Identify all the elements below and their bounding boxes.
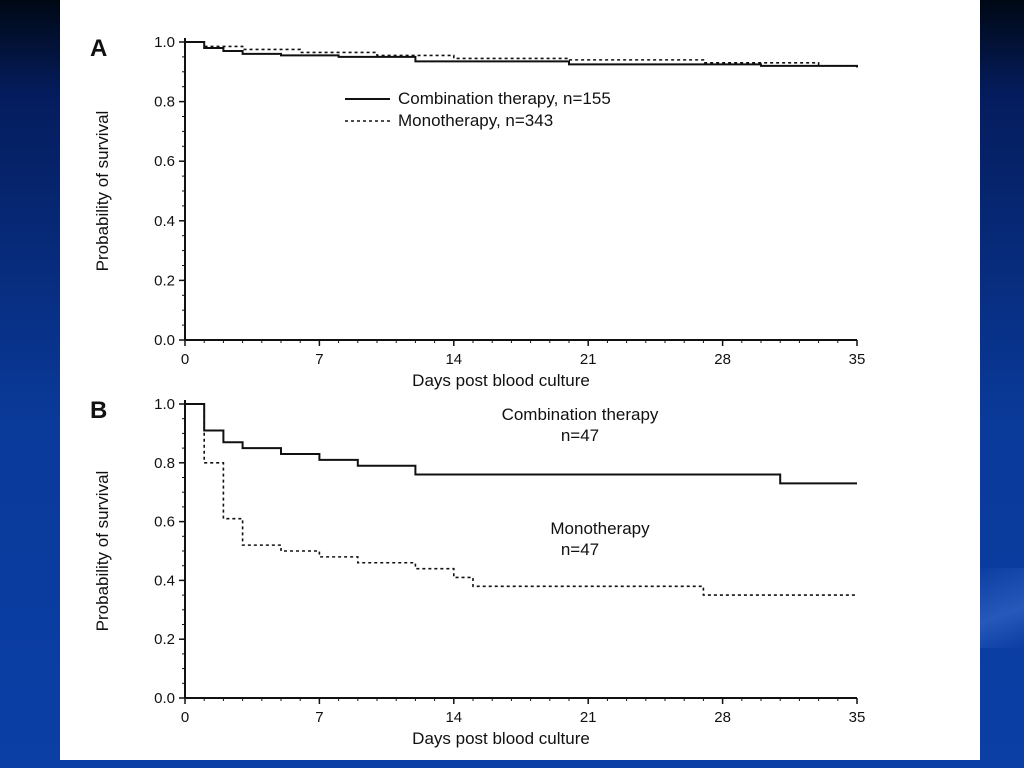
panel-b-y-tick-label: 0.4 [154, 572, 175, 589]
panel-b-series-combination-line [185, 403, 857, 485]
panel-a-x-tick-label: 28 [714, 351, 731, 368]
panel-a-x-tick-label: 35 [849, 351, 866, 368]
panel-b-x-tick-label: 21 [580, 709, 597, 726]
panel-b-annotation-monotherapy: n=47 [561, 540, 599, 559]
panel-b-annotation-combination: Combination therapy [502, 405, 659, 424]
panel-b-y-tick-label: 0.6 [154, 514, 175, 531]
panel-a-x-tick-label: 7 [315, 351, 323, 368]
panel-a-y-tick-label: 0.2 [154, 272, 175, 289]
panel-a-y-tick-label: 0.8 [154, 94, 175, 111]
panel-b-x-axis-title: Days post blood culture [412, 729, 590, 748]
panel-b-y-tick-label: 1.0 [154, 396, 175, 413]
panel-a-y-tick-label: 0.0 [154, 332, 175, 349]
panel-b-x-tick-label: 28 [714, 709, 731, 726]
panel-a-y-tick-label: 1.0 [154, 34, 175, 51]
panel-b-x-tick-label: 35 [849, 709, 866, 726]
panel-b-y-tick-label: 0.0 [154, 690, 175, 707]
panel-a-x-axis-title: Days post blood culture [412, 371, 590, 390]
panel-a-y-tick-label: 0.6 [154, 153, 175, 170]
panel-b-x-tick-label: 7 [315, 709, 323, 726]
panel-a-legend-label: Monotherapy, n=343 [398, 111, 553, 130]
panel-a-legend-label: Combination therapy, n=155 [398, 89, 611, 108]
panel-a-y-tick-label: 0.4 [154, 213, 175, 230]
panel-b-y-tick-label: 0.2 [154, 631, 175, 648]
survival-figure: A 0.0 0.2 0.4 0.6 0.8 1.0 0 7 14 21 28 35 Days post b… [60, 0, 980, 760]
panel-a-x-tick-label: 14 [445, 351, 462, 368]
panel-b-series-monotherapy-line [185, 403, 857, 596]
panel-a-x-tick-label: 21 [580, 351, 597, 368]
panel-b-label: B [90, 397, 107, 424]
panel-b-annotation-combination: n=47 [561, 426, 599, 445]
panel-a-label: A [90, 35, 107, 62]
panel-b-y-axis-title: Probability of survival [93, 471, 112, 632]
panel-b-x-tick-label: 14 [445, 709, 462, 726]
panel-b-y-tick-label: 0.8 [154, 455, 175, 472]
panel-b-annotation-monotherapy: Monotherapy [550, 519, 650, 538]
panel-a-x-tick-label: 0 [181, 351, 189, 368]
panel-a-series-combination-line [185, 41, 858, 68]
panel-a-y-axis-title: Probability of survival [93, 111, 112, 272]
panel-a-series-monotherapy-line [185, 41, 858, 68]
panel-b-x-tick-label: 0 [181, 709, 189, 726]
kaplan-meier-charts: A 0.0 0.2 0.4 0.6 0.8 1.0 0 7 14 21 28 35 Days post b… [90, 34, 866, 748]
